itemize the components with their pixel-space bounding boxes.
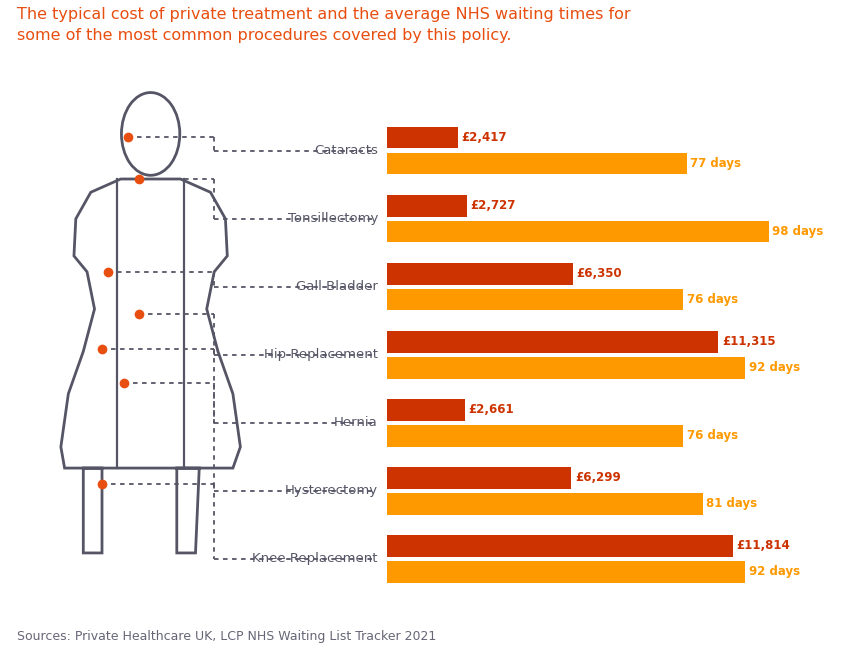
Text: 76 days: 76 days bbox=[687, 429, 738, 442]
Bar bbox=[387, 263, 573, 284]
Bar bbox=[387, 152, 687, 174]
Bar bbox=[387, 357, 745, 379]
Text: Hip Replacement: Hip Replacement bbox=[264, 348, 378, 361]
Text: 76 days: 76 days bbox=[687, 293, 738, 306]
Text: Knee Replacement: Knee Replacement bbox=[252, 552, 378, 566]
Text: £11,814: £11,814 bbox=[737, 540, 791, 552]
Text: £11,315: £11,315 bbox=[722, 335, 775, 348]
Text: 98 days: 98 days bbox=[773, 225, 824, 238]
Bar bbox=[387, 331, 718, 353]
Text: 77 days: 77 days bbox=[690, 157, 741, 170]
Text: Tonsillectomy: Tonsillectomy bbox=[287, 212, 378, 225]
Bar bbox=[387, 399, 465, 421]
Text: Gall Bladder: Gall Bladder bbox=[296, 280, 378, 293]
Bar bbox=[387, 535, 733, 557]
Text: 92 days: 92 days bbox=[749, 361, 800, 374]
Text: The typical cost of private treatment and the average NHS waiting times for
some: The typical cost of private treatment an… bbox=[17, 7, 631, 42]
Bar bbox=[387, 127, 457, 149]
Text: Cataracts: Cataracts bbox=[314, 144, 378, 157]
Bar bbox=[387, 561, 745, 583]
Text: £2,417: £2,417 bbox=[461, 131, 507, 144]
Bar bbox=[387, 221, 768, 243]
Bar bbox=[387, 195, 467, 217]
Text: £2,661: £2,661 bbox=[468, 403, 514, 416]
Text: 92 days: 92 days bbox=[749, 566, 800, 578]
Bar bbox=[387, 467, 571, 489]
Text: £2,727: £2,727 bbox=[470, 199, 516, 212]
Text: Hysterectomy: Hysterectomy bbox=[285, 485, 378, 497]
Bar bbox=[387, 425, 683, 447]
Text: £6,299: £6,299 bbox=[575, 471, 620, 485]
Text: £6,350: £6,350 bbox=[576, 267, 622, 280]
Text: Hernia: Hernia bbox=[334, 416, 378, 429]
Text: Sources: Private Healthcare UK, LCP NHS Waiting List Tracker 2021: Sources: Private Healthcare UK, LCP NHS … bbox=[17, 630, 436, 643]
Text: 81 days: 81 days bbox=[706, 497, 757, 511]
Bar bbox=[387, 288, 683, 310]
Bar bbox=[387, 493, 702, 514]
